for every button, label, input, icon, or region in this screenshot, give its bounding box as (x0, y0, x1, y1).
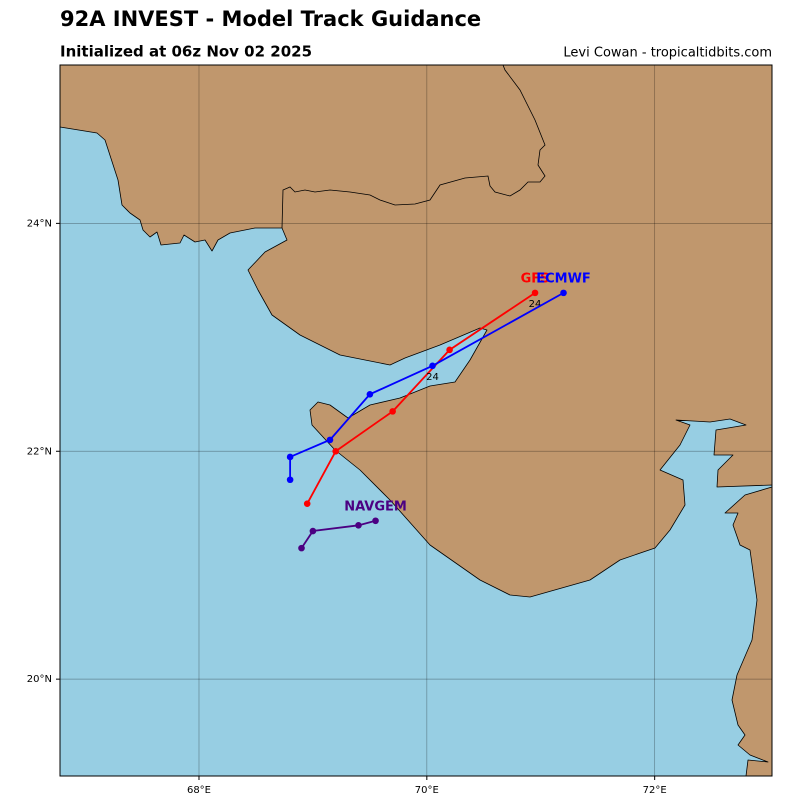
track-point (286, 453, 294, 461)
chart-subtitle: Initialized at 06z Nov 02 2025 (60, 43, 312, 61)
y-tick-label: 24°N (27, 218, 52, 229)
chart-title: 92A INVEST - Model Track Guidance (60, 7, 481, 31)
track-point (446, 346, 453, 354)
track-line (300, 519, 376, 549)
border (281, 64, 546, 229)
track-point (389, 408, 396, 415)
track-point (531, 289, 539, 297)
track-point (286, 476, 294, 484)
track-line (289, 292, 564, 480)
credit: Levi Cowan - tropicaltidbits.com (563, 46, 772, 61)
x-tick-label: 68°E (187, 785, 211, 796)
track-name: GFS (521, 271, 550, 286)
track-point (298, 544, 305, 552)
track-point (326, 436, 334, 444)
track-point (303, 500, 311, 507)
track-point (372, 517, 379, 525)
track-point (366, 390, 374, 398)
track-point (429, 362, 436, 370)
water (59, 126, 773, 777)
track-point (355, 522, 362, 529)
x-tick-label: 70°E (415, 785, 439, 796)
x-tick-label: 72°E (643, 785, 667, 796)
y-tick-label: 22°N (27, 446, 52, 457)
point-label: 24 (426, 372, 439, 383)
track-point (560, 289, 567, 297)
map-frame (59, 64, 773, 777)
track-name: NAVGEM (344, 499, 407, 514)
point-label: 24 (529, 299, 542, 310)
y-tick-label: 20°N (27, 674, 52, 685)
track-point (332, 447, 339, 455)
track-point (309, 527, 317, 535)
track-name: ECMWF (536, 271, 591, 286)
